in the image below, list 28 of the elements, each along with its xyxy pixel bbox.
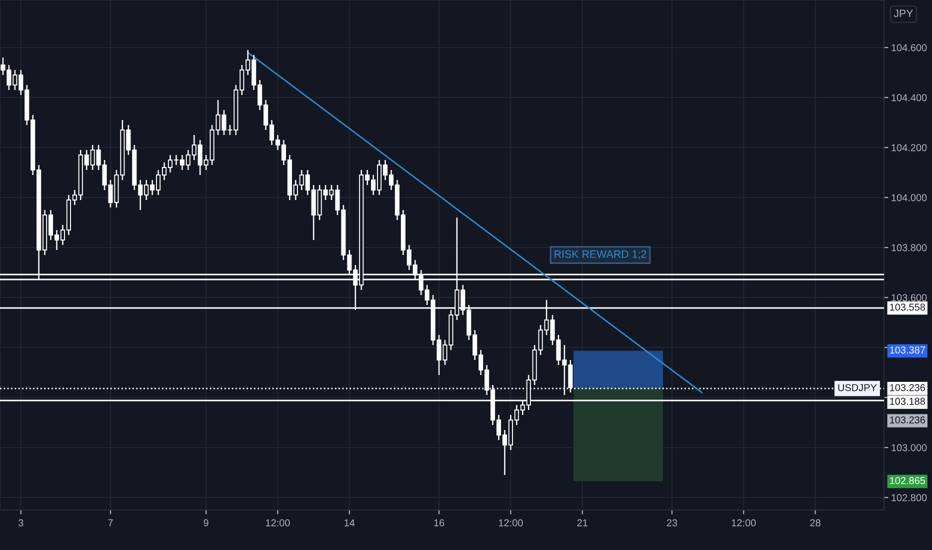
x-tick-label: 21: [577, 519, 588, 526]
text: 103.387: [890, 346, 925, 354]
annotation: RISK REWARD 1;2: [554, 250, 646, 260]
x-tick-label: 12:00: [732, 519, 756, 526]
y-tick-label: 103.600: [892, 294, 927, 302]
x-tick-label: 7: [108, 519, 113, 526]
text: 102.865: [890, 477, 926, 484]
x-tick-label: 12:00: [498, 519, 523, 526]
annotation: USDJPY: [838, 384, 877, 392]
x-tick-label: 16: [434, 519, 444, 526]
y-tick-label: 104.000: [892, 194, 927, 202]
ref-line-label: 103.236: [890, 384, 926, 392]
ref-line-label: 103.558: [890, 304, 926, 311]
x-tick-label: 12:00: [266, 519, 290, 526]
x-tick-label: 23: [666, 519, 678, 526]
y-tick-label: 103.000: [892, 444, 927, 452]
y-tick-label: 102.800: [892, 494, 927, 502]
text: JPY: [894, 10, 914, 18]
x-tick-label: 3: [18, 519, 24, 526]
x-tick-label: 28: [810, 519, 820, 526]
y-tick-label: 104.400: [892, 94, 927, 102]
x-tick-label: 14: [344, 519, 355, 526]
text: 103.236: [890, 416, 926, 424]
ref-line-label: 103.188: [890, 398, 926, 405]
y-tick-label: 103.800: [892, 244, 927, 252]
y-tick-label: 104.200: [892, 144, 927, 152]
y-tick-label: 104.600: [892, 44, 927, 52]
x-tick-label: 9: [204, 519, 208, 526]
